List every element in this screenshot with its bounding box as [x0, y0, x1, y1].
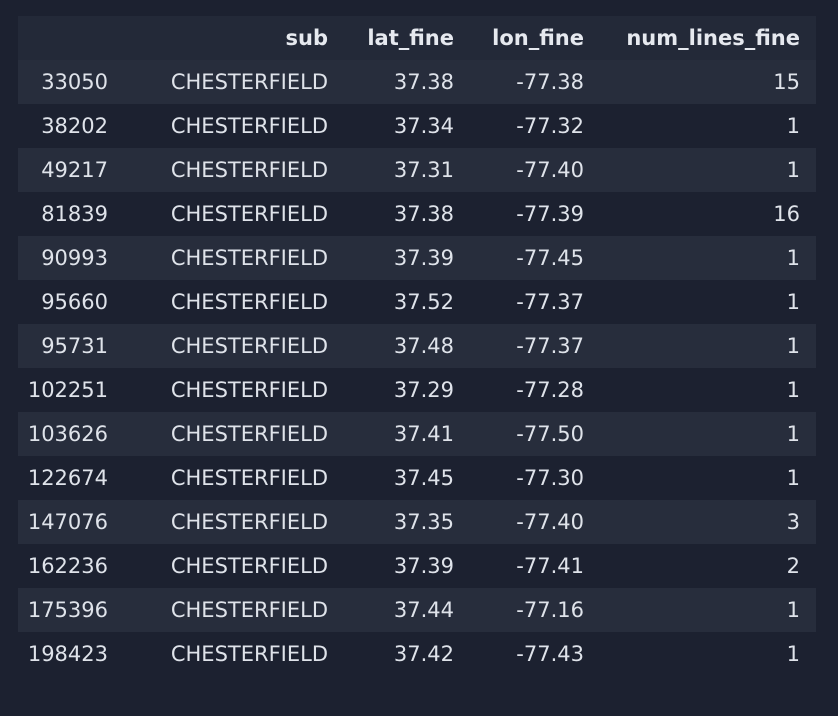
table-header: sub lat_fine lon_fine num_lines_fine [18, 16, 816, 60]
cell-lat-fine: 37.44 [393, 598, 454, 622]
cell-lon-fine: -77.39 [516, 202, 584, 226]
row-index: 81839 [41, 202, 108, 226]
cell-lon-fine: -77.37 [516, 334, 584, 358]
table-row: 122674 CHESTERFIELD 37.45 -77.30 1 [18, 456, 816, 500]
cell-lon-fine: -77.37 [516, 290, 584, 314]
cell-num-lines-fine: 1 [786, 466, 800, 490]
table-row: 95660 CHESTERFIELD 37.52 -77.37 1 [18, 280, 816, 324]
row-index: 95731 [41, 334, 108, 358]
cell-num-lines-fine: 16 [773, 202, 800, 226]
table-row: 175396 CHESTERFIELD 37.44 -77.16 1 [18, 588, 816, 632]
column-header-num-lines-fine: num_lines_fine [626, 26, 800, 50]
table-row: 38202 CHESTERFIELD 37.34 -77.32 1 [18, 104, 816, 148]
table-body: 33050 CHESTERFIELD 37.38 -77.38 15 38202 CHEST… [18, 60, 816, 676]
cell-sub: CHESTERFIELD [170, 598, 328, 622]
cell-sub: CHESTERFIELD [170, 246, 328, 270]
table-row: 198423 CHESTERFIELD 37.42 -77.43 1 [18, 632, 816, 676]
cell-sub: CHESTERFIELD [170, 290, 328, 314]
cell-lon-fine: -77.30 [516, 466, 584, 490]
cell-num-lines-fine: 1 [786, 642, 800, 666]
cell-num-lines-fine: 1 [786, 378, 800, 402]
cell-num-lines-fine: 1 [786, 114, 800, 138]
cell-lon-fine: -77.50 [516, 422, 584, 446]
row-index: 147076 [27, 510, 108, 534]
row-index: 122674 [27, 466, 108, 490]
table-row: 102251 CHESTERFIELD 37.29 -77.28 1 [18, 368, 816, 412]
cell-num-lines-fine: 3 [786, 510, 800, 534]
column-header-lat-fine: lat_fine [367, 26, 454, 50]
cell-num-lines-fine: 1 [786, 246, 800, 270]
cell-sub: CHESTERFIELD [170, 202, 328, 226]
cell-lat-fine: 37.48 [393, 334, 454, 358]
cell-sub: CHESTERFIELD [170, 642, 328, 666]
dataframe-table: sub lat_fine lon_fine num_lines_fine 330… [18, 16, 816, 676]
cell-lon-fine: -77.28 [516, 378, 584, 402]
cell-lat-fine: 37.39 [393, 554, 454, 578]
row-index: 49217 [41, 158, 108, 182]
row-index: 90993 [41, 246, 108, 270]
column-header-lon-fine: lon_fine [492, 26, 584, 50]
cell-num-lines-fine: 1 [786, 422, 800, 446]
row-index: 175396 [27, 598, 108, 622]
cell-sub: CHESTERFIELD [170, 554, 328, 578]
cell-lat-fine: 37.42 [393, 642, 454, 666]
table-row: 81839 CHESTERFIELD 37.38 -77.39 16 [18, 192, 816, 236]
row-index: 162236 [27, 554, 108, 578]
cell-sub: CHESTERFIELD [170, 114, 328, 138]
row-index: 103626 [27, 422, 108, 446]
cell-lat-fine: 37.39 [393, 246, 454, 270]
cell-num-lines-fine: 1 [786, 598, 800, 622]
cell-sub: CHESTERFIELD [170, 510, 328, 534]
cell-lat-fine: 37.45 [393, 466, 454, 490]
table-row: 33050 CHESTERFIELD 37.38 -77.38 15 [18, 60, 816, 104]
cell-lat-fine: 37.38 [393, 202, 454, 226]
dataframe-container: sub lat_fine lon_fine num_lines_fine 330… [18, 16, 816, 676]
row-index: 33050 [41, 70, 108, 94]
cell-sub: CHESTERFIELD [170, 70, 328, 94]
cell-num-lines-fine: 15 [773, 70, 800, 94]
column-header-sub: sub [285, 26, 328, 50]
cell-lat-fine: 37.31 [393, 158, 454, 182]
table-row: 103626 CHESTERFIELD 37.41 -77.50 1 [18, 412, 816, 456]
cell-sub: CHESTERFIELD [170, 158, 328, 182]
cell-lat-fine: 37.34 [393, 114, 454, 138]
table-row: 162236 CHESTERFIELD 37.39 -77.41 2 [18, 544, 816, 588]
cell-sub: CHESTERFIELD [170, 466, 328, 490]
table-row: 49217 CHESTERFIELD 37.31 -77.40 1 [18, 148, 816, 192]
cell-num-lines-fine: 1 [786, 290, 800, 314]
cell-lon-fine: -77.43 [516, 642, 584, 666]
cell-sub: CHESTERFIELD [170, 334, 328, 358]
table-row: 147076 CHESTERFIELD 37.35 -77.40 3 [18, 500, 816, 544]
header-row: sub lat_fine lon_fine num_lines_fine [18, 16, 816, 60]
cell-lon-fine: -77.40 [516, 510, 584, 534]
row-index: 38202 [41, 114, 108, 138]
column-header-index [18, 16, 136, 60]
cell-lon-fine: -77.16 [516, 598, 584, 622]
cell-lat-fine: 37.35 [393, 510, 454, 534]
cell-lon-fine: -77.40 [516, 158, 584, 182]
cell-lat-fine: 37.29 [393, 378, 454, 402]
row-index: 95660 [41, 290, 108, 314]
table-row: 95731 CHESTERFIELD 37.48 -77.37 1 [18, 324, 816, 368]
cell-num-lines-fine: 1 [786, 158, 800, 182]
cell-num-lines-fine: 1 [786, 334, 800, 358]
cell-sub: CHESTERFIELD [170, 422, 328, 446]
row-index: 198423 [27, 642, 108, 666]
row-index: 102251 [27, 378, 108, 402]
cell-lon-fine: -77.32 [516, 114, 584, 138]
cell-lon-fine: -77.38 [516, 70, 584, 94]
cell-num-lines-fine: 2 [786, 554, 800, 578]
cell-lat-fine: 37.38 [393, 70, 454, 94]
cell-lat-fine: 37.52 [393, 290, 454, 314]
cell-lat-fine: 37.41 [393, 422, 454, 446]
cell-lon-fine: -77.45 [516, 246, 584, 270]
cell-lon-fine: -77.41 [516, 554, 584, 578]
cell-sub: CHESTERFIELD [170, 378, 328, 402]
table-row: 90993 CHESTERFIELD 37.39 -77.45 1 [18, 236, 816, 280]
